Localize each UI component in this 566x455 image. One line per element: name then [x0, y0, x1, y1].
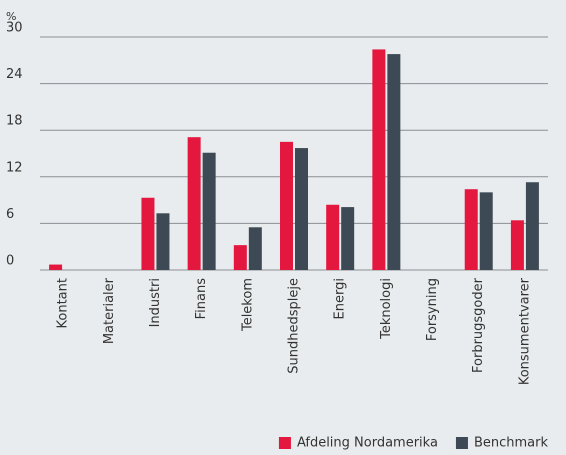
bar: [341, 207, 355, 270]
bar: [510, 220, 524, 270]
legend-label: Benchmark: [474, 436, 549, 451]
x-tick-label: Industri: [148, 278, 163, 327]
bar: [156, 213, 170, 270]
x-tick-label: Kontant: [56, 278, 71, 328]
bar: [372, 49, 386, 270]
bar: [248, 227, 262, 270]
y-tick-label: 24: [6, 67, 23, 82]
bar: [141, 197, 155, 270]
x-tick-label: Sundhedspleje: [287, 278, 302, 374]
x-tick-label: Telekom: [240, 278, 255, 332]
y-tick-label: 30: [6, 21, 23, 36]
x-tick-label: Energi: [333, 278, 348, 319]
y-tick-label: 6: [6, 207, 14, 222]
y-tick-label: 18: [6, 114, 23, 129]
bar: [525, 182, 539, 270]
bar: [464, 189, 478, 270]
x-tick-label: Teknologi: [379, 278, 394, 340]
x-tick-label: Konsumentvarer: [517, 277, 532, 385]
bar: [326, 204, 340, 270]
legend-label: Afdeling Nordamerika: [297, 436, 438, 451]
bar: [280, 141, 293, 270]
unit-label: %: [6, 10, 16, 23]
bar: [233, 245, 247, 270]
bar: [387, 54, 401, 270]
bar: [479, 192, 493, 270]
y-tick-label: 0: [6, 254, 14, 269]
bar: [49, 264, 63, 270]
bar: [202, 152, 216, 270]
legend-swatch: [455, 437, 468, 449]
x-tick-label: Forsyning: [425, 278, 440, 341]
y-tick-label: 12: [6, 160, 23, 175]
x-tick-label: Forbrugsgoder: [471, 277, 486, 373]
bar: [187, 137, 201, 270]
x-tick-label: Materialer: [102, 277, 117, 344]
x-tick-label: Finans: [194, 278, 209, 320]
legend-swatch: [278, 437, 291, 449]
bar: [295, 148, 308, 270]
